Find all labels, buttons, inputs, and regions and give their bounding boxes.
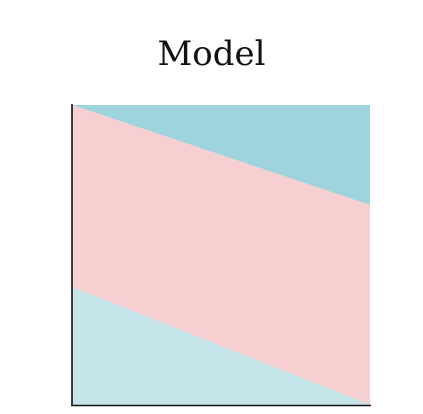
middle-band (72, 105, 370, 405)
diagram-title: Model (157, 34, 266, 74)
bottom-region (72, 287, 370, 405)
